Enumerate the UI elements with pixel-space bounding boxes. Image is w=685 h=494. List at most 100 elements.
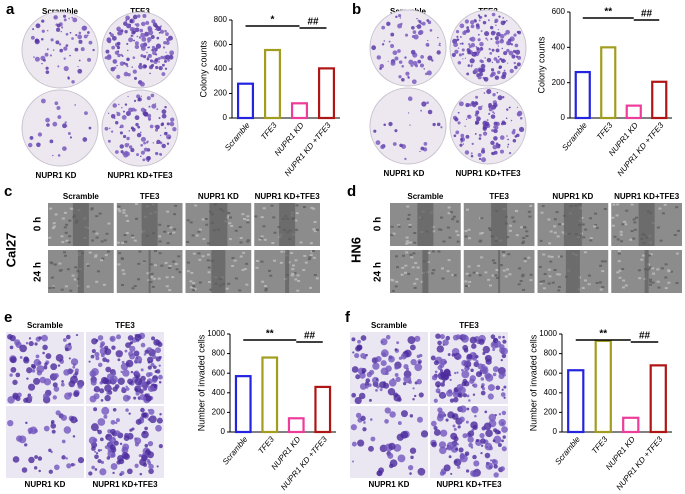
cells: [474, 414, 477, 418]
texture: [315, 277, 319, 280]
colony: [124, 30, 128, 34]
cells: [443, 464, 451, 472]
y-tick-label: 1000: [207, 329, 225, 338]
colony: [109, 32, 112, 35]
cells: [51, 419, 55, 424]
wound-image: [185, 203, 252, 246]
texture: [664, 263, 668, 266]
texture: [467, 265, 471, 268]
texture: [312, 256, 316, 259]
column-label: NUPR1 KD: [369, 480, 410, 489]
colony: [106, 54, 112, 61]
colony: [488, 47, 491, 51]
colony: [132, 35, 134, 37]
colony: [132, 69, 137, 74]
texture: [124, 240, 128, 243]
texture: [207, 271, 211, 274]
texture: [525, 230, 529, 233]
dish: [369, 9, 447, 87]
texture: [515, 210, 519, 213]
colony: [388, 40, 391, 43]
cells: [461, 370, 470, 379]
texture: [315, 228, 319, 231]
colony: [155, 151, 159, 156]
cells: [25, 341, 29, 345]
colony: [500, 77, 502, 79]
colony: [131, 27, 136, 32]
colony: [499, 33, 505, 39]
texture: [617, 252, 621, 255]
colony: [506, 48, 510, 53]
colony: [134, 44, 140, 50]
cells: [50, 363, 58, 371]
y-tick-label: 0: [553, 427, 558, 436]
colony: [119, 61, 125, 66]
colony: [132, 56, 136, 59]
cells: [438, 441, 447, 449]
cells: [100, 399, 104, 402]
texture: [496, 276, 500, 279]
colony: [116, 112, 121, 117]
texture: [291, 264, 295, 267]
colony: [479, 41, 484, 47]
cells: [114, 430, 121, 436]
colony: [155, 53, 158, 56]
cells: [41, 334, 48, 342]
texture: [50, 262, 54, 265]
cells: [146, 380, 151, 385]
colony: [482, 20, 487, 25]
cells: [43, 365, 48, 370]
texture: [261, 280, 265, 283]
colony: [516, 62, 521, 67]
colony: [149, 65, 154, 70]
cells: [500, 358, 503, 362]
colony: [127, 49, 129, 52]
colony: [518, 126, 525, 133]
cells: [135, 391, 140, 396]
colony: [142, 158, 146, 162]
cells: [153, 339, 160, 346]
colony: [169, 50, 175, 56]
colony: [123, 71, 129, 77]
colony: [71, 37, 74, 40]
texture: [95, 280, 99, 283]
cells: [439, 333, 445, 340]
colony: [491, 129, 494, 132]
wound-gap: [279, 203, 296, 246]
colony: [153, 47, 158, 52]
colony: [477, 105, 483, 111]
cells: [110, 463, 118, 470]
cells: [456, 384, 464, 391]
cells: [42, 393, 50, 400]
cells: [133, 350, 140, 357]
cells: [38, 469, 41, 473]
texture: [227, 211, 231, 214]
colony: [492, 93, 496, 97]
cells: [64, 392, 72, 400]
texture: [464, 235, 468, 238]
colony: [116, 64, 118, 67]
bar: [236, 82, 255, 120]
colony: [506, 108, 509, 111]
cells: [97, 335, 104, 341]
texture: [506, 268, 510, 271]
texture: [588, 217, 592, 220]
x-tick-label: NUPR1 KD +TFE3: [283, 120, 333, 177]
cells: [71, 369, 74, 372]
colony: [465, 118, 468, 120]
texture: [242, 251, 246, 254]
texture: [432, 269, 436, 272]
texture: [659, 239, 663, 242]
cells: [471, 405, 479, 414]
column-label: TFE3: [140, 192, 160, 201]
cell-line: HN6: [348, 237, 363, 263]
y-tick-label: 0: [223, 113, 228, 122]
texture: [664, 287, 668, 290]
cells: [485, 462, 494, 470]
texture: [601, 286, 605, 289]
colony: [506, 146, 509, 148]
colony: [138, 97, 141, 100]
texture: [311, 250, 315, 253]
cells: [127, 378, 134, 385]
cells: [385, 365, 392, 372]
